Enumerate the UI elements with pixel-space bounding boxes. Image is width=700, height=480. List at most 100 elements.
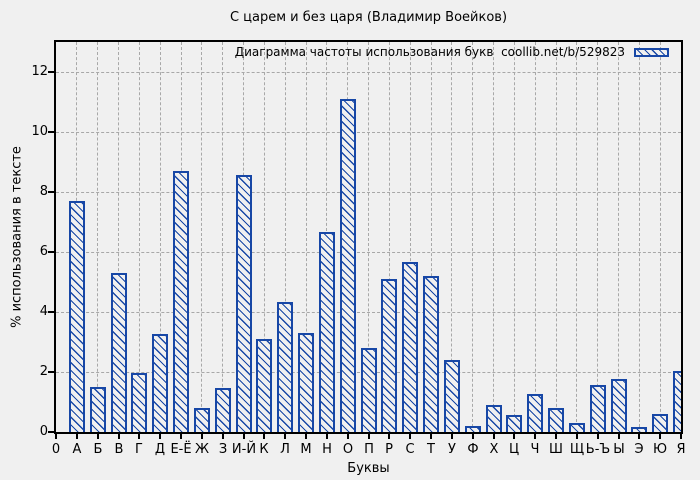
vertical-gridline [159,42,161,432]
bar-Я [673,371,681,432]
plot-area: Диаграмма частоты использования букв coo… [54,40,683,434]
x-tick-label: Л [280,442,290,457]
horizontal-gridline [56,132,681,133]
x-tick-label: Щ [569,442,585,457]
x-tick [534,434,536,439]
x-tick [618,434,620,439]
y-tick-label: 4 [39,304,48,319]
bar-З [215,388,231,432]
bar-Э [631,427,647,432]
vertical-gridline [97,42,99,432]
y-tick [48,311,54,313]
x-tick-label: Х [489,442,499,457]
x-tick-label: Р [385,442,393,457]
vertical-gridline [201,42,203,432]
vertical-gridline [555,42,557,432]
x-tick [180,434,182,439]
x-tick-label: У [448,442,456,457]
x-tick [159,434,161,439]
bar-Ь-Ъ [590,385,606,432]
bar-Е-Ё [173,171,189,432]
y-tick-label: 6 [39,244,48,259]
x-tick [222,434,224,439]
x-tick-label: Ы [613,442,625,457]
y-tick [48,131,54,133]
vertical-gridline [493,42,494,432]
x-tick [409,434,411,439]
x-tick-label: Ь-Ъ [585,442,611,457]
vertical-gridline [305,42,307,432]
x-tick-label: Ш [549,442,563,457]
x-tick [388,434,390,439]
horizontal-gridline [56,252,681,253]
x-tick [76,434,78,439]
x-tick-label: Е-Ё [170,442,192,457]
x-tick-label: Э [634,442,644,457]
x-tick [138,434,140,439]
y-tick-label: 8 [39,184,48,199]
x-tick [284,434,286,439]
x-tick-label: О [342,442,354,457]
vertical-gridline [513,42,515,432]
x-tick [597,434,599,439]
y-tick [48,191,54,193]
legend-label: Диаграмма частоты использования букв coo… [234,45,625,59]
x-tick-label: Т [427,442,435,457]
vertical-gridline [388,42,390,432]
vertical-gridline [618,42,619,432]
y-axis-label: % использования в тексте [9,146,25,328]
bar-У [444,360,460,432]
x-tick-label: Ж [194,442,209,457]
bar-Ю [652,414,668,432]
y-tick [48,431,54,433]
bar-И-Й [236,175,252,432]
bar-М [298,333,314,432]
x-tick-label: З [218,442,228,457]
legend-swatch [634,47,669,57]
y-tick-label: 0 [39,424,48,439]
x-tick [347,434,349,439]
vertical-gridline [451,42,453,432]
y-tick [48,251,54,253]
x-tick [472,434,474,439]
chart-title: С царем и без царя (Владимир Воейков) [229,10,508,25]
vertical-gridline [430,42,432,432]
bar-Ы [611,379,627,432]
vertical-gridline [368,42,369,432]
x-tick-label: К [259,442,269,457]
x-tick [451,434,453,439]
x-tick [305,434,307,439]
vertical-gridline [118,42,119,432]
vertical-gridline [409,42,411,432]
x-tick [243,434,245,439]
bar-Р [381,279,397,432]
x-tick [493,434,495,439]
bar-Ф [465,426,481,432]
bar-В [111,273,127,432]
x-tick [680,434,682,439]
bar-П [361,348,377,432]
vertical-gridline [534,42,536,432]
vertical-gridline [597,42,599,432]
x-tick [659,434,661,439]
x-tick-label: Г [135,442,143,457]
vertical-gridline [263,42,265,432]
x-tick-label: Д [154,442,166,457]
vertical-gridline [638,42,640,432]
x-tick-label: Б [93,442,103,457]
x-tick-label: П [364,442,374,457]
vertical-gridline [138,42,140,432]
x-tick [201,434,203,439]
bar-Б [90,387,106,432]
x-tick [513,434,515,439]
vertical-gridline [284,42,286,432]
x-axis-label: Буквы [347,461,390,476]
x-tick-label: Ч [530,442,540,457]
bar-Д [152,334,168,432]
bar-Т [423,276,439,432]
bar-О [340,99,356,432]
vertical-gridline [222,42,224,432]
bar-А [69,201,85,432]
x-tick [638,434,640,439]
